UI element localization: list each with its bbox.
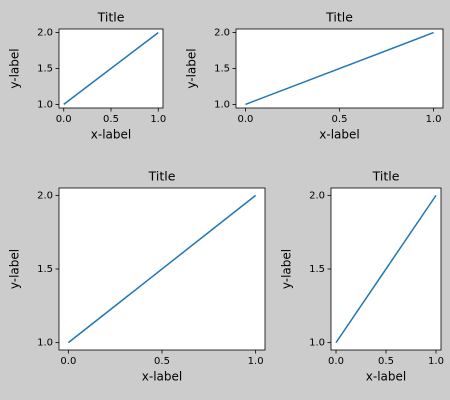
x-tick-label: 0.5 (154, 356, 170, 367)
y-axis-label: y-label (280, 249, 294, 289)
line (67, 194, 257, 344)
x-axis-label: x-label (142, 370, 182, 384)
y-tick-label: 2.0 (37, 28, 53, 39)
line (63, 31, 159, 106)
x-axis-label: x-label (91, 128, 131, 142)
x-tick-label: 1.0 (426, 114, 442, 125)
x-axis-label: x-label (366, 370, 406, 384)
axes-title: Title (97, 10, 125, 25)
y-tick-label: 1.5 (214, 64, 230, 75)
y-axis-label: y-label (185, 48, 199, 88)
x-tick-label: 0.0 (60, 356, 76, 367)
y-tick-label: 1.5 (309, 264, 325, 275)
x-tick-label: 0.5 (332, 114, 348, 125)
axes-frame (58, 28, 164, 109)
axes-frame (58, 187, 266, 351)
x-tick-label: 0.5 (378, 356, 394, 367)
y-axis-label: y-label (8, 249, 22, 289)
y-tick-label: 1.0 (37, 338, 53, 349)
axes-title: Title (372, 169, 400, 184)
x-tick-label: 0.5 (103, 114, 119, 125)
line (245, 31, 434, 106)
axes-frame (330, 187, 442, 351)
axes-title: Title (148, 169, 176, 184)
x-tick-label: 0.0 (328, 356, 344, 367)
x-axis-label: x-label (319, 128, 359, 142)
axes-title: Title (325, 10, 353, 25)
y-tick-label: 1.5 (37, 64, 53, 75)
y-axis-label: y-label (8, 48, 22, 88)
x-tick-label: 1.0 (150, 114, 166, 125)
y-tick-label: 1.0 (309, 338, 325, 349)
x-tick-label: 0.0 (56, 114, 72, 125)
y-tick-label: 1.0 (214, 99, 230, 110)
y-tick-label: 2.0 (309, 190, 325, 201)
line (335, 194, 437, 344)
x-tick-label: 1.0 (428, 356, 444, 367)
axes-frame (235, 28, 444, 109)
x-tick-label: 0.0 (237, 114, 253, 125)
y-tick-label: 2.0 (214, 28, 230, 39)
y-tick-label: 1.5 (37, 264, 53, 275)
y-tick-label: 2.0 (37, 190, 53, 201)
y-tick-label: 1.0 (37, 99, 53, 110)
x-tick-label: 1.0 (248, 356, 264, 367)
